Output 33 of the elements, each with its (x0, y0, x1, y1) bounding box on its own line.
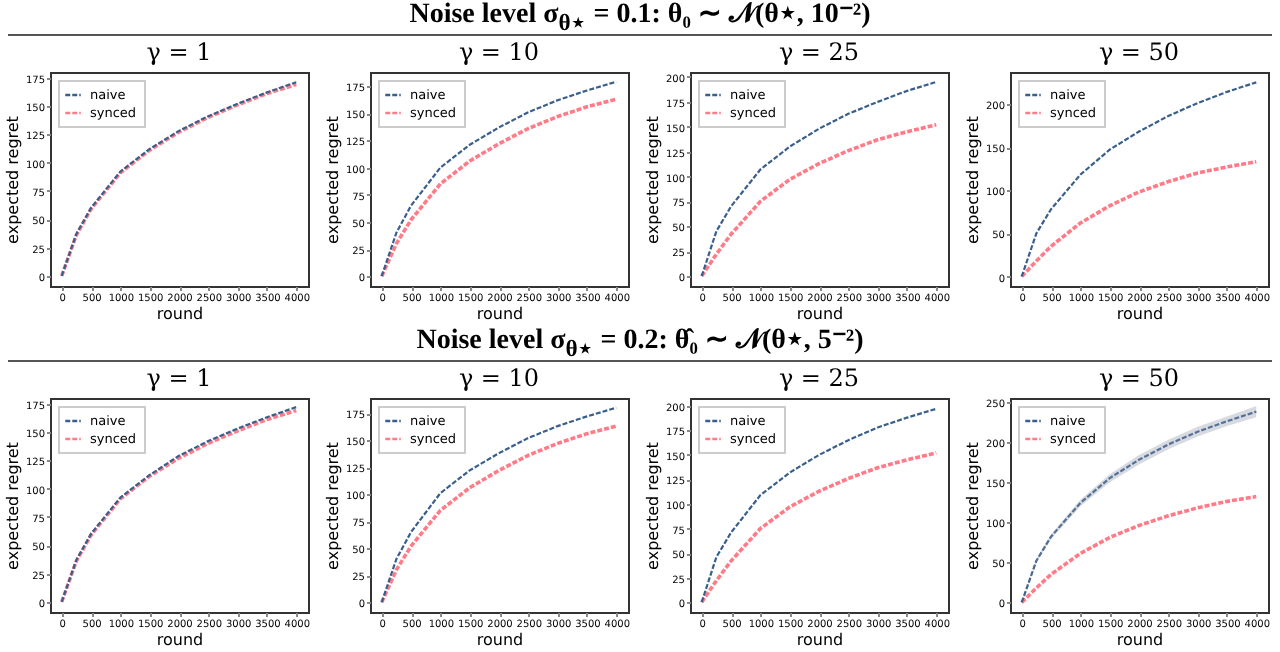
chart-title: γ = 10 (458, 38, 540, 66)
line-series (1019, 159, 1259, 279)
x-axis-title: round (796, 305, 844, 323)
chart-title: γ = 1 (146, 38, 212, 66)
x-axis-title: round (1116, 631, 1164, 649)
text: Noise level σ$_{θ⋆}$ = 0.1: θ₀ ∼ 𝒩(θ⋆, 10⁻²) (8, 0, 1272, 36)
y-axis-title: expected regret (643, 442, 662, 570)
y-axis-title: expected regret (963, 442, 982, 570)
line-series (700, 407, 938, 604)
text: Noise level σ$_{θ⋆}$ = 0.2: θ̂₀ ∼ 𝒩(θ⋆, 5⁻²) (8, 326, 1272, 362)
line-series (700, 80, 938, 278)
y-axis-title: expected regret (3, 116, 22, 244)
chart-title: γ = 10 (458, 364, 540, 392)
x-axis-title: round (156, 305, 204, 323)
line-series (1019, 494, 1259, 605)
x-axis-title: round (796, 631, 844, 649)
chart-title: γ = 1 (146, 364, 212, 392)
chart-title: γ = 25 (778, 38, 860, 66)
x-axis-title: round (156, 631, 204, 649)
chart-title: γ = 50 (1098, 364, 1180, 392)
line-series (699, 451, 939, 604)
chart-title: γ = 25 (778, 364, 860, 392)
x-axis-title: round (476, 305, 524, 323)
x-axis-title: round (1116, 305, 1164, 323)
line-series (1020, 81, 1258, 278)
chart-title: γ = 50 (1098, 38, 1180, 66)
y-axis-title: expected regret (3, 442, 22, 570)
y-axis-title: expected regret (643, 116, 662, 244)
y-axis-title: expected regret (323, 116, 342, 244)
line-series (699, 122, 939, 278)
y-axis-title: expected regret (323, 442, 342, 570)
y-axis-title: expected regret (963, 116, 982, 244)
x-axis-title: round (476, 631, 524, 649)
